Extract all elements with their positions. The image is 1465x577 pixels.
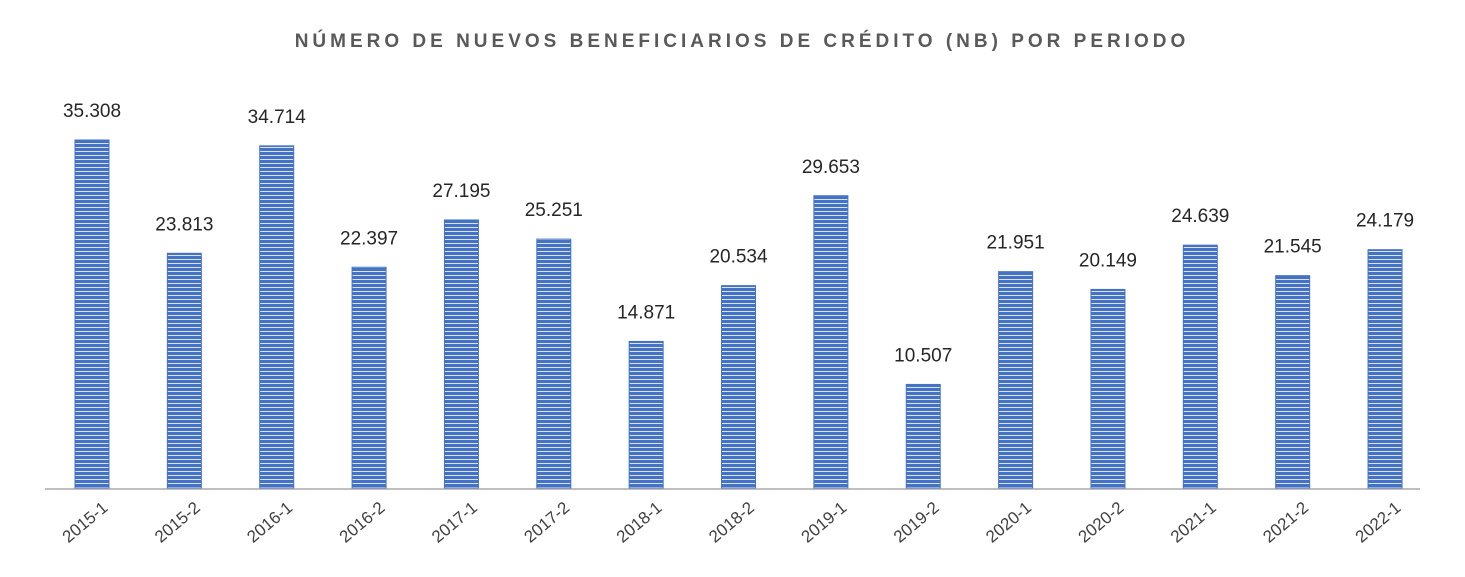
bar [259, 145, 295, 489]
x-tick-label: 2016-2 [336, 498, 389, 547]
data-label: 27.195 [432, 181, 490, 202]
bar [1275, 275, 1311, 489]
bar [443, 219, 479, 489]
bar [721, 285, 757, 489]
data-label: 35.308 [63, 101, 121, 122]
data-label: 24.639 [1171, 206, 1229, 227]
bar [813, 195, 849, 489]
bar [628, 340, 664, 489]
bar [905, 383, 941, 489]
data-label: 34.714 [248, 107, 307, 128]
data-label: 22.397 [340, 228, 398, 249]
data-label: 23.813 [155, 214, 213, 235]
x-tick-label: 2015-1 [59, 498, 112, 547]
x-tick-label: 2017-1 [428, 498, 481, 547]
bar [1182, 244, 1218, 489]
bar [998, 271, 1034, 489]
x-tick-label: 2017-2 [520, 498, 573, 547]
x-tick-label: 2018-1 [613, 498, 666, 547]
x-tick-label: 2015-2 [151, 498, 204, 547]
x-tick-label: 2021-1 [1167, 498, 1220, 547]
data-label: 25.251 [525, 200, 583, 221]
data-label: 21.545 [1264, 237, 1322, 258]
bar [1367, 249, 1403, 489]
data-label: 14.871 [617, 302, 675, 323]
chart-title: NÚMERO DE NUEVOS BENEFICIARIOS DE CRÉDIT… [295, 30, 1190, 52]
x-tick-label: 2019-1 [798, 498, 851, 547]
data-label: 21.951 [987, 233, 1045, 254]
data-label: 20.149 [1079, 250, 1137, 271]
x-tick-label: 2020-2 [1075, 498, 1128, 547]
data-label: 10.507 [894, 345, 952, 366]
data-label: 24.179 [1356, 211, 1414, 232]
x-tick-label: 2018-2 [705, 498, 758, 547]
data-label: 29.653 [802, 157, 860, 178]
bar [1090, 288, 1126, 489]
x-tick-label: 2022-1 [1352, 498, 1405, 547]
x-tick-label: 2020-1 [982, 498, 1035, 547]
x-tick-label: 2021-2 [1259, 498, 1312, 547]
bar [74, 139, 110, 489]
bar [166, 252, 202, 489]
bar [351, 266, 387, 489]
x-tick-label: 2019-2 [890, 498, 943, 547]
data-label: 20.534 [709, 247, 768, 268]
bar [536, 238, 572, 489]
x-tick-label: 2016-1 [243, 498, 296, 547]
